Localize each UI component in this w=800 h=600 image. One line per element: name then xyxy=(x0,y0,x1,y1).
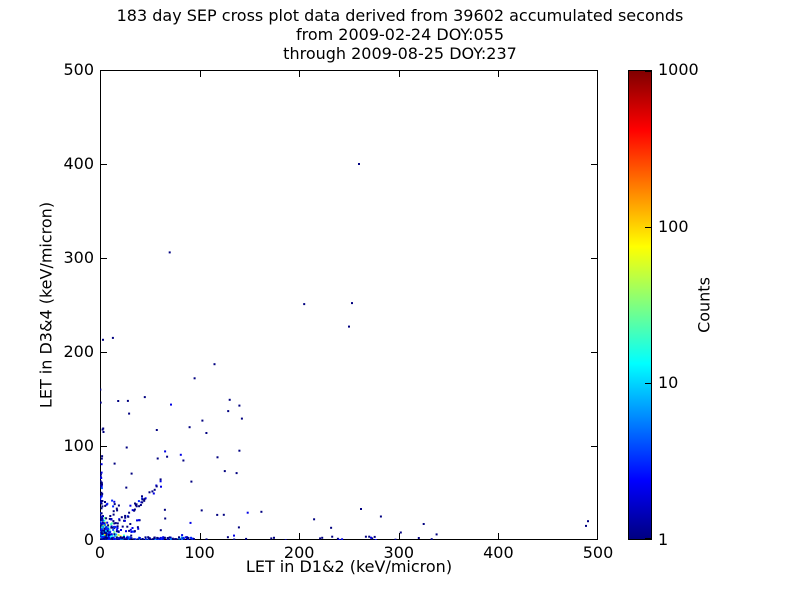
chart-title-line-3: through 2009-08-25 DOY:237 xyxy=(283,44,517,63)
x-tick-label: 200 xyxy=(283,543,315,562)
x-tick-label: 300 xyxy=(383,543,415,562)
y-tick-label: 100 xyxy=(63,436,94,455)
x-tick-label: 0 xyxy=(94,543,106,562)
colorbar-gradient xyxy=(628,70,652,540)
y-axis-label: LET in D3&4 (keV/micron) xyxy=(36,201,56,409)
chart-title-line-2: from 2009-02-24 DOY:055 xyxy=(295,25,504,44)
x-tick-label: 400 xyxy=(483,543,514,562)
colorbar-label: Counts xyxy=(694,277,714,333)
x-tick-label: 100 xyxy=(184,543,215,562)
colorbar-tick-mark xyxy=(645,227,651,228)
colorbar-tick-label: 1000 xyxy=(658,60,699,79)
x-axis-label: LET in D1&2 (keV/micron) xyxy=(245,557,453,576)
x-tick-label: 500 xyxy=(582,543,614,562)
colorbar-tick-mark xyxy=(645,383,651,384)
y-tick-label: 200 xyxy=(63,342,94,361)
colorbar-tick-label: 100 xyxy=(658,216,689,236)
y-tick-label: 300 xyxy=(63,248,94,267)
y-tick-label: 0 xyxy=(83,530,94,549)
colorbar-tick-mark xyxy=(645,538,651,539)
chart-title: 183 day SEP cross plot data derived from… xyxy=(0,6,800,63)
colorbar-tick-label: 10 xyxy=(658,373,679,393)
y-tick-label: 500 xyxy=(63,60,94,79)
plot-area xyxy=(100,70,598,540)
y-tick-label: 400 xyxy=(63,154,94,173)
chart-title-line-1: 183 day SEP cross plot data derived from… xyxy=(116,6,684,25)
colorbar-tick-mark xyxy=(645,71,651,72)
colorbar-tick-label: 1 xyxy=(658,530,669,549)
